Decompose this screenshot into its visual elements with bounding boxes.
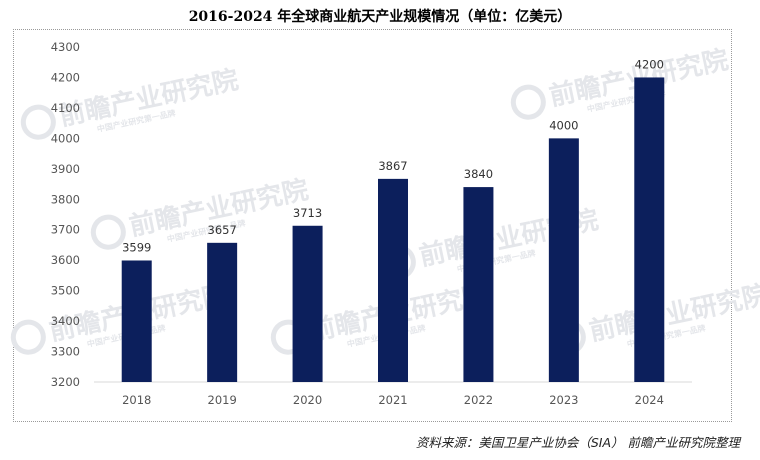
y-tick-label: 4100 <box>51 101 80 115</box>
data-label-2021: 3867 <box>378 159 407 173</box>
bar-2018 <box>121 260 152 382</box>
data-label-2022: 3840 <box>464 167 493 181</box>
x-tick-label-2018: 2018 <box>122 393 151 407</box>
watermark-logo-icon <box>10 319 46 355</box>
chart-title: 2016-2024 年全球商业航天产业规模情况（单位：亿美元） <box>188 9 572 25</box>
source-note: 资料来源：美国卫星产业协会（SIA） 前瞻产业研究院整理 <box>415 435 740 450</box>
data-label-2023: 4000 <box>549 118 578 132</box>
data-label-2020: 3713 <box>293 206 322 220</box>
bars <box>121 77 665 383</box>
watermark-logo-icon <box>20 104 56 140</box>
x-tick-label-2022: 2022 <box>464 393 493 407</box>
y-tick-label: 3600 <box>51 253 80 267</box>
chart-frame <box>13 29 732 422</box>
bar-2024 <box>634 77 665 383</box>
data-labels: 3599 3657 3713 3867 3840 4000 4200 <box>122 57 664 254</box>
y-tick-label: 3700 <box>51 223 80 237</box>
x-tick-label-2024: 2024 <box>635 393 664 407</box>
y-tick-label: 4000 <box>51 131 80 145</box>
bar-2020 <box>292 225 323 382</box>
bar-2019 <box>207 242 238 382</box>
y-tick-label: 3400 <box>51 314 80 328</box>
data-label-2019: 3657 <box>208 223 237 237</box>
data-label-2024: 4200 <box>635 57 664 71</box>
x-tick-label-2023: 2023 <box>549 393 578 407</box>
bar-2023 <box>548 138 579 382</box>
watermark-logo-icon <box>90 214 126 250</box>
y-tick-label: 3300 <box>51 345 80 359</box>
data-label-2018: 3599 <box>122 240 151 254</box>
bar-2022 <box>463 187 494 382</box>
y-tick-label: 3900 <box>51 162 80 176</box>
y-tick-label: 4200 <box>51 70 80 84</box>
x-axis-ticks: 2018 2019 2020 2021 2022 2023 2024 <box>122 393 664 407</box>
y-tick-label: 3200 <box>51 375 80 389</box>
y-tick-label: 3800 <box>51 192 80 206</box>
y-axis-ticks: 3200 3300 3400 3500 3600 3700 3800 3900 4000 4100… <box>51 40 80 389</box>
y-tick-label: 3500 <box>51 284 80 298</box>
x-tick-label-2021: 2021 <box>378 393 407 407</box>
bar-2021 <box>378 178 408 382</box>
watermark-logo-icon <box>510 84 546 120</box>
y-tick-label: 4300 <box>51 40 80 54</box>
x-tick-label-2019: 2019 <box>208 393 237 407</box>
x-tick-label-2020: 2020 <box>293 393 322 407</box>
